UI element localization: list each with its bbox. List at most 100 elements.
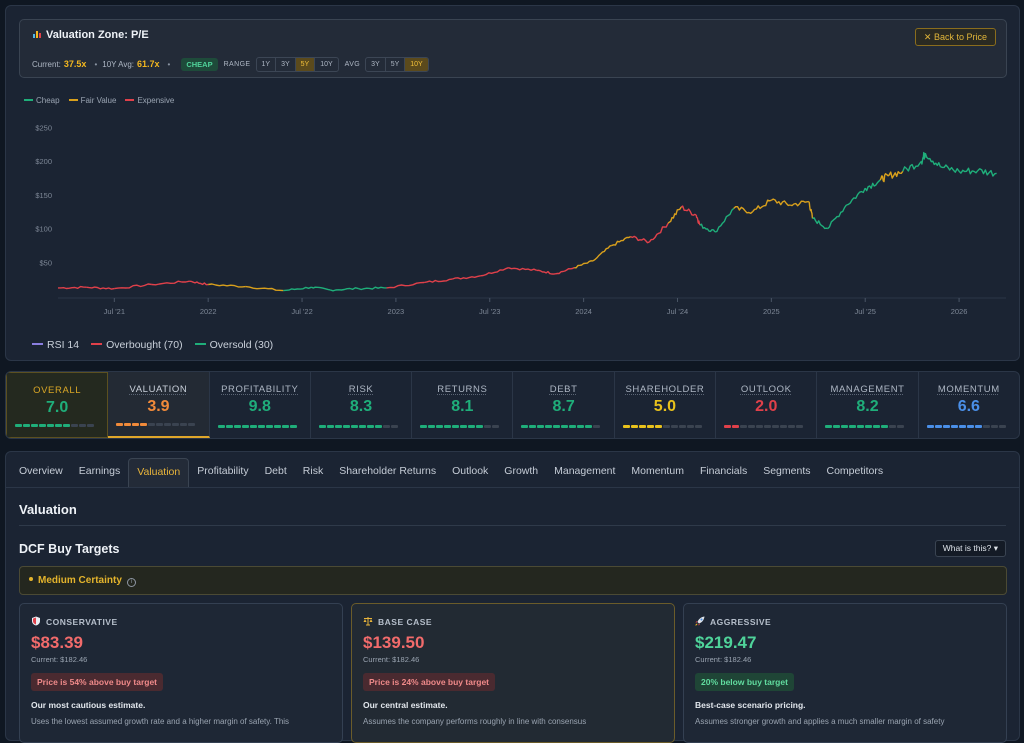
price-line-segment-fair: [887, 170, 904, 179]
certainty-label: Medium Certainty: [38, 575, 122, 586]
card-current: Current: $182.46: [31, 655, 88, 664]
card-current: Current: $182.46: [695, 655, 752, 664]
tab-outlook[interactable]: Outlook: [452, 465, 489, 477]
range-option-10y[interactable]: 10Y: [320, 60, 333, 68]
avg-option-5y[interactable]: 5Y: [386, 57, 406, 71]
valuation-chart-panel: Valuation Zone: P/E ✕ Back to Price Curr…: [5, 5, 1020, 361]
score-bar: [217, 425, 297, 428]
card-price: $219.47: [695, 633, 757, 652]
price-line-segment-cheap: [977, 168, 997, 177]
price-line-segment-cheap: [864, 179, 881, 192]
price-line-segment-expensive: [386, 281, 425, 289]
price-line-segment-fair: [770, 198, 791, 207]
tab-financials[interactable]: Financials: [699, 465, 748, 477]
price-line-segment-fair: [208, 283, 246, 288]
price-line-segment-expensive: [555, 267, 575, 275]
oversold-label: Oversold (30): [209, 339, 274, 351]
score-bar: [116, 423, 196, 426]
tab-competitors[interactable]: Competitors: [826, 465, 884, 477]
price-line-segment-expensive: [648, 222, 669, 243]
rsi-legend: RSI 14 Overbought (70) Oversold (30): [32, 339, 273, 351]
zone-title-text: Valuation Zone: P/E: [46, 29, 149, 41]
score-value: 8.1: [451, 398, 474, 415]
x-tick-label: 2025: [763, 307, 780, 316]
tab-momentum[interactable]: Momentum: [631, 465, 684, 477]
price-line-segment-expensive: [508, 267, 537, 272]
tab-management[interactable]: Management: [554, 465, 616, 477]
score-valuation[interactable]: VALUATION 3.9: [108, 372, 210, 438]
score-name: DEBT: [549, 384, 578, 395]
tab-risk[interactable]: Risk: [302, 465, 324, 477]
tab-shareholder-returns[interactable]: Shareholder Returns: [339, 465, 437, 477]
score-debt[interactable]: DEBT 8.7: [513, 372, 615, 438]
price-line-segment-expensive: [480, 267, 509, 277]
price-line-segment-fair: [245, 285, 284, 292]
back-to-price-button[interactable]: ✕ Back to Price: [914, 28, 996, 46]
price-line-segment-expensive: [630, 235, 650, 244]
tab-profitability[interactable]: Profitability: [197, 465, 249, 477]
dcf-title: DCF Buy Targets: [19, 542, 120, 556]
zone-title: Valuation Zone: P/E: [32, 29, 149, 41]
legend-expensive-label: Expensive: [137, 96, 175, 105]
x-tick-label: Jul '21: [104, 307, 125, 316]
range-option-1y[interactable]: 1Y: [257, 57, 277, 71]
tab-growth[interactable]: Growth: [504, 465, 539, 477]
tab-segments[interactable]: Segments: [763, 465, 811, 477]
price-line-segment-expensive: [189, 280, 209, 286]
dcf-card-conservative: CONSERVATIVE $83.39 Current: $182.46 Price …: [19, 603, 343, 743]
score-risk[interactable]: RISK 8.3: [311, 372, 413, 438]
x-tick-label: Jul '23: [479, 307, 500, 316]
avg-option-10y[interactable]: 10Y: [405, 57, 428, 71]
price-line-segment-cheap: [827, 204, 847, 230]
current-label: Current:: [32, 59, 61, 69]
score-value: 8.2: [856, 398, 879, 415]
price-line-segment-cheap: [358, 286, 387, 291]
tab-debt[interactable]: Debt: [264, 465, 287, 477]
score-bar: [926, 425, 1006, 428]
score-outlook[interactable]: OUTLOOK 2.0: [716, 372, 818, 438]
avg-option-3y[interactable]: 3Y: [366, 57, 386, 71]
section-title: Valuation: [19, 502, 77, 517]
tab-valuation[interactable]: Valuation: [128, 458, 190, 487]
range-option-5y[interactable]: 5Y: [295, 57, 316, 71]
shield-icon: [32, 616, 40, 626]
score-profitability[interactable]: PROFITABILITY 9.8: [210, 372, 311, 438]
price-chart[interactable]: $250 $200 $150 $100 $50 Jul '21 2022 Jul '22 202…: [6, 114, 1016, 324]
price-line-segment-expensive: [58, 285, 87, 290]
price-line-segment-fair: [592, 244, 613, 262]
score-management[interactable]: MANAGEMENT 8.2: [817, 372, 919, 438]
card-tag: 20% below buy target: [695, 673, 794, 691]
current-pe-value: 37.5x: [63, 59, 87, 69]
price-line-segment-fair: [611, 236, 631, 247]
score-name: RISK: [348, 384, 374, 395]
back-to-price-label: Back to Price: [933, 32, 987, 42]
card-desc: Assumes the company performs roughly in …: [363, 717, 587, 726]
overbought-label: Overbought (70): [106, 339, 183, 351]
card-heading: CONSERVATIVE: [31, 616, 331, 627]
price-line-segment-cheap: [924, 152, 941, 167]
zone-controls: Current: 37.5x • 10Y Avg: 61.7x • CHEAP …: [32, 56, 435, 72]
avg-selector: 3Y 5Y 10Y: [365, 56, 429, 72]
score-shareholder[interactable]: SHAREHOLDER 5.0: [615, 372, 717, 438]
score-bar: [521, 425, 601, 428]
card-desc-heading: Best-case scenario pricing.: [695, 700, 806, 710]
what-is-this-button[interactable]: What is this? ▾: [934, 540, 1006, 557]
section-divider: [19, 525, 1006, 526]
rsi-legend-overbought: Overbought (70): [91, 339, 183, 351]
dcf-card-base-case: BASE CASE $139.50 Current: $182.46 Price is…: [351, 603, 675, 743]
dcf-cards: CONSERVATIVE $83.39 Current: $182.46 Price …: [19, 603, 1007, 743]
price-line-segment-fair: [574, 260, 594, 269]
tab-overview[interactable]: Overview: [19, 465, 63, 477]
score-returns[interactable]: RETURNS 8.1: [412, 372, 514, 438]
price-line-segment-fair: [789, 200, 809, 207]
card-desc: Uses the lowest assumed growth rate and …: [31, 717, 290, 726]
rsi-legend-oversold: Oversold (30): [194, 339, 274, 351]
price-line-segment-fair: [667, 206, 682, 224]
info-icon[interactable]: i: [126, 578, 136, 587]
score-momentum[interactable]: MOMENTUM 6.6: [919, 372, 1019, 438]
score-value: 8.7: [552, 398, 575, 415]
range-option-3y[interactable]: 3Y: [276, 57, 296, 71]
tab-earnings[interactable]: Earnings: [78, 465, 121, 477]
price-line-segment-cheap: [812, 217, 828, 230]
score-value: 7.0: [46, 399, 69, 416]
